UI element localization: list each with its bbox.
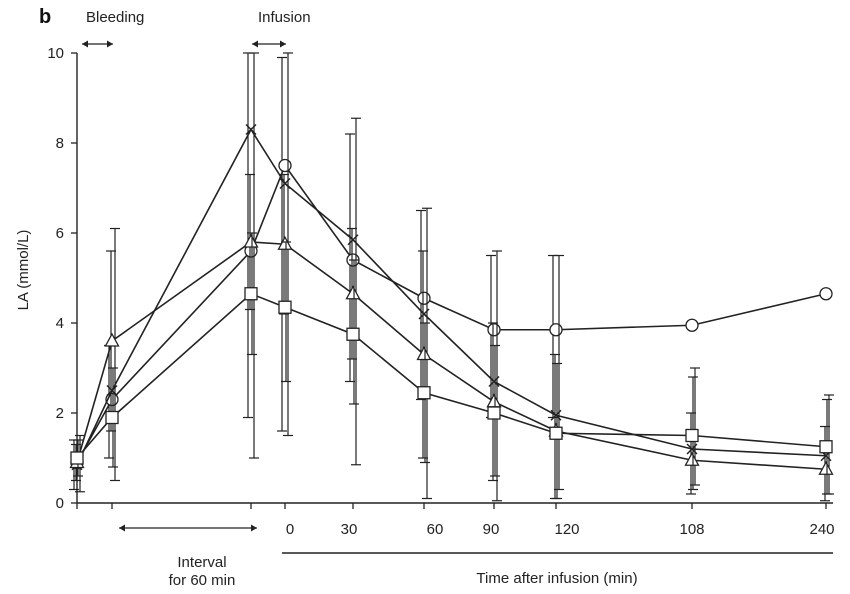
data-point-circle [487,323,501,337]
data-point-square [244,287,258,301]
y-tick-label: 8 [56,135,64,152]
panel-label: b [39,6,51,28]
series-layer [69,52,834,502]
infusion-arrow [252,40,286,48]
data-point-triangle [277,235,293,250]
y-tick-label: 4 [56,315,64,332]
series-x [71,52,834,502]
data-point-circle [685,318,699,332]
series-line [76,241,827,471]
data-point-triangle [818,460,834,475]
x-tick-label: 0 [286,521,294,538]
bleeding-arrow [82,40,113,48]
y-axis-ticks: 0 2 4 6 8 10 [47,45,77,512]
data-point-x [686,443,698,455]
data-point-square [278,300,292,314]
data-point-square [819,440,833,454]
data-point-x [106,384,118,397]
interval-arrow [119,524,257,532]
data-point-triangle [243,233,259,248]
infusion-label: Infusion [258,9,311,26]
series-line [76,163,827,463]
series-square [70,232,833,500]
data-point-circle [417,291,431,305]
data-point-x [279,177,291,190]
x-tick-label: 60 [427,521,444,538]
data-point-triangle [345,285,361,300]
data-point-square [346,327,360,341]
data-point-square [487,406,501,420]
data-point-x [488,375,500,388]
bleeding-label: Bleeding [86,9,144,26]
data-point-x [550,409,562,421]
x-tick-label: 30 [341,521,358,538]
x-axis-label: Time after infusion (min) [476,570,637,587]
x-tick-label: 120 [554,521,579,538]
data-point-x [347,234,359,246]
data-point-circle [819,287,833,301]
data-point-circle [278,158,292,173]
data-point-square [549,426,563,440]
y-tick-label: 0 [56,495,64,512]
x-tick-label: 90 [483,521,500,538]
y-tick-label: 10 [47,45,64,62]
interval-label-line1: Interval [177,554,226,571]
x-tick-label: 240 [809,521,834,538]
data-point-x [418,308,430,320]
series-line [76,127,827,466]
data-point-square [685,428,699,443]
x-tick-label: 108 [679,521,704,538]
data-point-square [417,386,431,400]
data-point-square [105,410,119,425]
data-point-triangle [486,393,502,408]
data-point-triangle [104,332,120,347]
data-point-triangle [684,451,700,466]
x-axis-ticks: 0 30 60 90 120 108 240 [76,503,835,538]
y-axis-label: LA (mmol/L) [15,230,32,311]
y-tick-label: 6 [56,225,64,242]
series-triangle [69,173,834,502]
data-point-square [70,451,84,465]
series-circle [69,52,833,491]
data-point-circle [549,323,563,337]
interval-label-line2: for 60 min [169,572,236,589]
y-tick-label: 2 [56,405,64,422]
data-point-triangle [416,346,432,361]
data-point-x [245,123,257,136]
series-line [76,292,827,459]
